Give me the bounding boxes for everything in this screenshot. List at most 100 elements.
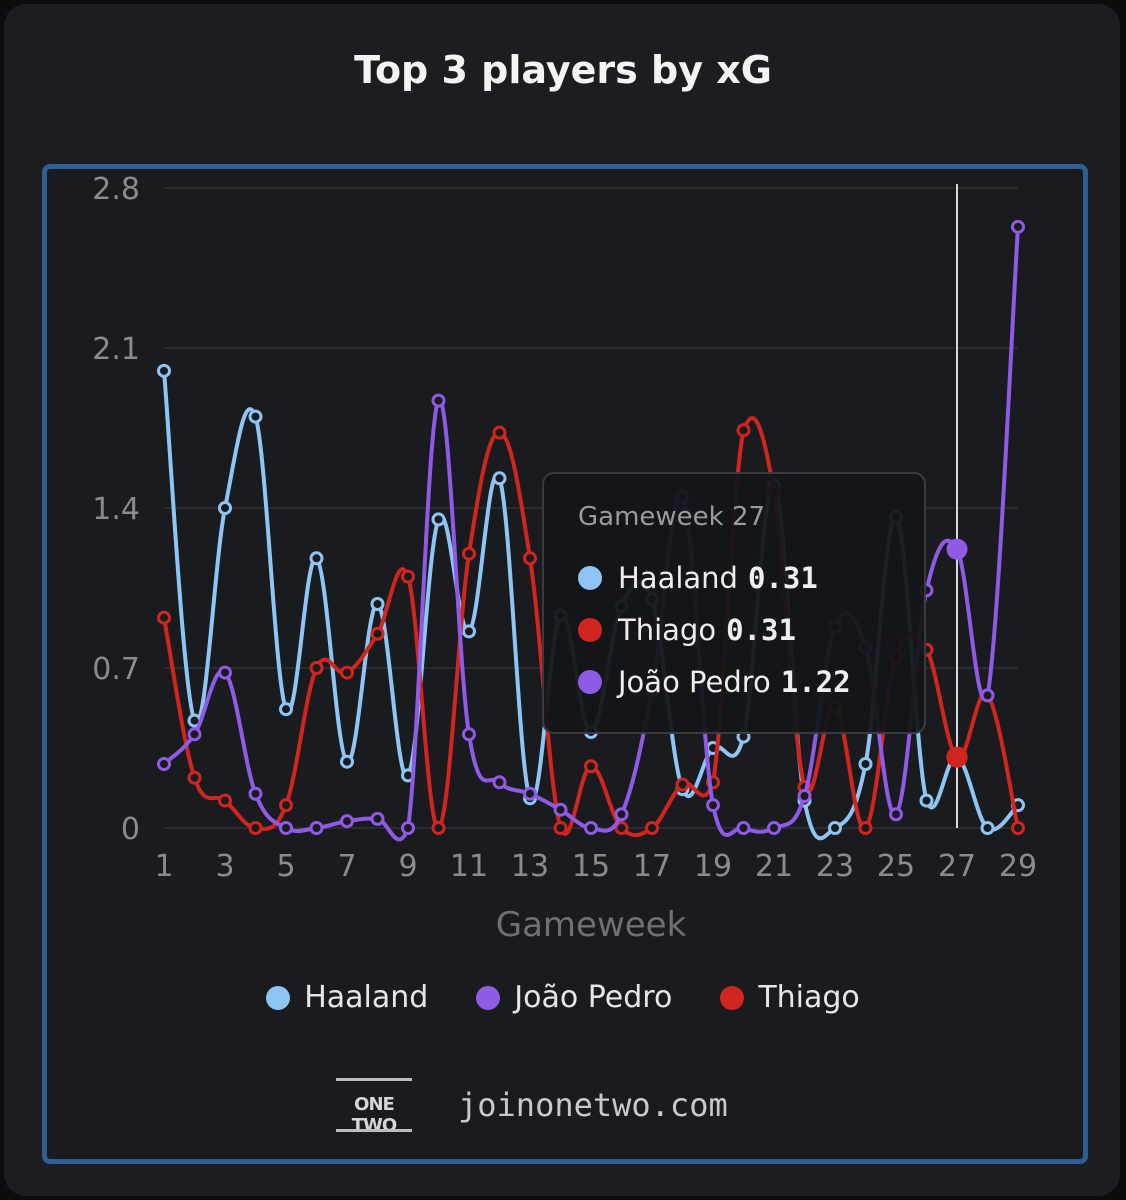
- data-point-thiago: [946, 746, 968, 768]
- y-tick-label: 0.7: [92, 652, 140, 687]
- tooltip-series-value: 0.31: [747, 561, 818, 595]
- chart-legend: Haaland João Pedro Thiago: [0, 980, 1126, 1015]
- data-point-joao-pedro: [706, 798, 720, 813]
- data-point-joao-pedro: [370, 811, 385, 826]
- x-tick-label: 27: [938, 849, 976, 884]
- x-tick-label: 19: [694, 849, 732, 884]
- footer: ONE TWO joinonetwo.com: [330, 1074, 728, 1136]
- data-point-thiago: [401, 569, 415, 584]
- data-point-thiago: [309, 661, 324, 675]
- x-tick-label: 11: [450, 849, 488, 884]
- tooltip-series-name: João Pedro: [618, 665, 771, 699]
- data-point-haaland: [431, 512, 446, 527]
- data-point-thiago: [736, 423, 751, 438]
- data-point-joao-pedro: [279, 821, 293, 835]
- data-point-thiago: [675, 777, 690, 792]
- data-point-thiago: [187, 770, 202, 785]
- x-axis-label: Gameweek: [496, 905, 687, 945]
- y-tick-label: 0: [121, 812, 140, 847]
- chart-title: Top 3 players by xG: [354, 48, 772, 92]
- legend-item-haaland[interactable]: Haaland: [266, 980, 428, 1015]
- logo-top-bar: [336, 1078, 412, 1081]
- legend-label: Thiago: [758, 980, 860, 1015]
- tooltip-row-thiago: Thiago 0.31: [578, 604, 890, 656]
- data-point-thiago: [614, 821, 629, 835]
- data-point-thiago: [157, 610, 171, 625]
- site-url[interactable]: joinonetwo.com: [458, 1086, 728, 1124]
- data-point-joao-pedro: [462, 727, 476, 742]
- data-point-thiago: [248, 821, 263, 835]
- data-point-thiago: [218, 793, 232, 808]
- legend-dot-icon: [266, 985, 291, 1010]
- data-point-haaland: [919, 793, 934, 808]
- haaland-dot-icon: [578, 566, 602, 590]
- legend-dot-icon: [476, 985, 501, 1010]
- x-tick-label: 13: [511, 849, 549, 884]
- legend-item-thiago[interactable]: Thiago: [720, 980, 860, 1015]
- tooltip-series-name: Haaland: [618, 561, 738, 595]
- data-point-thiago: [279, 798, 293, 813]
- joao-pedro-dot-icon: [578, 670, 602, 694]
- data-point-joao-pedro: [523, 786, 537, 801]
- data-point-joao-pedro: [157, 757, 171, 771]
- tooltip-title: Gameweek 27: [578, 502, 766, 532]
- data-point-haaland: [340, 754, 354, 769]
- legend-dot-icon: [720, 985, 745, 1010]
- data-point-haaland: [279, 702, 293, 717]
- data-point-thiago: [523, 551, 537, 566]
- x-tick-label: 5: [276, 849, 295, 884]
- x-tick-label: 21: [755, 849, 793, 884]
- data-point-joao-pedro: [584, 821, 598, 835]
- tooltip-row-haaland: Haaland 0.31: [578, 552, 890, 604]
- x-tick-label: 23: [816, 849, 854, 884]
- data-point-joao-pedro: [492, 775, 507, 790]
- data-point-thiago: [462, 546, 476, 561]
- data-point-joao-pedro: [340, 814, 354, 829]
- legend-label: João Pedro: [514, 980, 673, 1015]
- y-tick-label: 1.4: [92, 492, 140, 527]
- y-tick-label: 2.8: [92, 172, 140, 207]
- y-tick-label: 2.1: [92, 332, 140, 367]
- data-point-joao-pedro: [248, 786, 263, 801]
- x-tick-label: 15: [572, 849, 610, 884]
- data-point-joao-pedro: [889, 807, 903, 822]
- data-point-haaland: [492, 471, 507, 486]
- data-point-thiago: [645, 821, 659, 835]
- data-point-joao-pedro: [309, 821, 324, 835]
- x-tick-label: 7: [337, 849, 356, 884]
- onetwo-logo: ONE TWO: [330, 1074, 418, 1136]
- data-point-haaland: [462, 624, 476, 639]
- data-point-haaland: [828, 821, 842, 835]
- data-point-thiago: [584, 759, 598, 774]
- data-point-thiago: [370, 626, 385, 641]
- data-point-thiago: [340, 665, 354, 680]
- data-point-joao-pedro: [767, 821, 781, 835]
- logo-bottom-bar: [336, 1129, 412, 1132]
- x-tick-label: 29: [999, 849, 1037, 884]
- data-point-haaland: [980, 821, 995, 835]
- data-point-joao-pedro: [1011, 219, 1025, 234]
- data-point-haaland: [157, 363, 171, 378]
- x-tick-label: 1: [154, 849, 173, 884]
- data-point-haaland: [218, 501, 232, 515]
- data-point-thiago: [1011, 821, 1025, 835]
- x-tick-label: 17: [633, 849, 671, 884]
- tooltip-series-value: 1.22: [780, 665, 851, 699]
- thiago-dot-icon: [578, 618, 602, 642]
- legend-label: Haaland: [304, 980, 429, 1015]
- data-point-haaland: [248, 409, 263, 424]
- data-point-haaland: [370, 597, 385, 611]
- data-point-joao-pedro: [614, 807, 629, 822]
- tooltip-series-name: Thiago: [618, 613, 717, 647]
- data-point-joao-pedro: [187, 727, 202, 742]
- tooltip-row-joao-pedro: João Pedro 1.22: [578, 656, 890, 708]
- data-point-thiago: [858, 821, 873, 835]
- legend-item-joao-pedro[interactable]: João Pedro: [476, 980, 672, 1015]
- data-point-haaland: [309, 551, 324, 566]
- data-point-joao-pedro: [431, 393, 446, 408]
- data-point-joao-pedro: [218, 665, 232, 680]
- data-point-joao-pedro: [946, 538, 968, 560]
- x-tick-label: 25: [877, 849, 915, 884]
- data-point-joao-pedro: [401, 821, 415, 835]
- data-point-thiago: [553, 821, 568, 835]
